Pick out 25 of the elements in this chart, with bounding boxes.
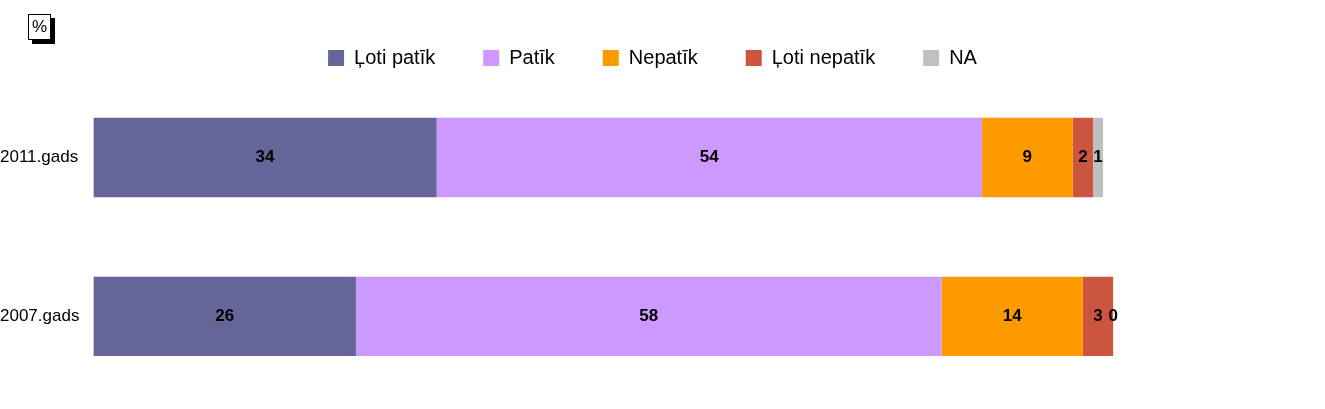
legend-label: Ļoti nepatīk <box>771 45 877 68</box>
data-label: 58 <box>639 306 659 326</box>
bar <box>93 276 356 357</box>
bar <box>1072 117 1093 198</box>
data-label: 9 <box>1022 147 1033 167</box>
legend-label: Nepatīk <box>628 45 699 68</box>
bar <box>355 276 942 357</box>
bar <box>981 117 1073 198</box>
legend-label: NA <box>949 45 978 68</box>
bar <box>1092 117 1104 198</box>
data-label: 3 <box>1093 306 1103 326</box>
y-tick-label: 2007.gads <box>0 306 80 326</box>
bar <box>93 117 437 198</box>
legend-label: Ļoti patīk <box>354 45 437 68</box>
data-label: 14 <box>1002 306 1023 326</box>
text: % <box>28 14 52 40</box>
data-label: 34 <box>255 147 276 167</box>
data-label: 26 <box>215 306 235 326</box>
bar <box>941 276 1083 357</box>
data-label: 1 <box>1093 147 1103 167</box>
legend-label: Patīk <box>509 45 556 68</box>
data-label: 2 <box>1078 147 1088 167</box>
bar <box>436 117 982 198</box>
data-label: 54 <box>699 147 720 167</box>
y-tick-label: 2011.gads <box>0 147 79 167</box>
